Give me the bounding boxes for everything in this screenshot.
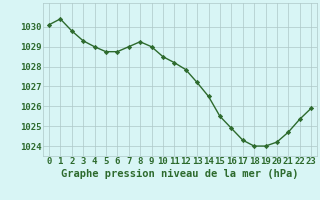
X-axis label: Graphe pression niveau de la mer (hPa): Graphe pression niveau de la mer (hPa) (61, 169, 299, 179)
